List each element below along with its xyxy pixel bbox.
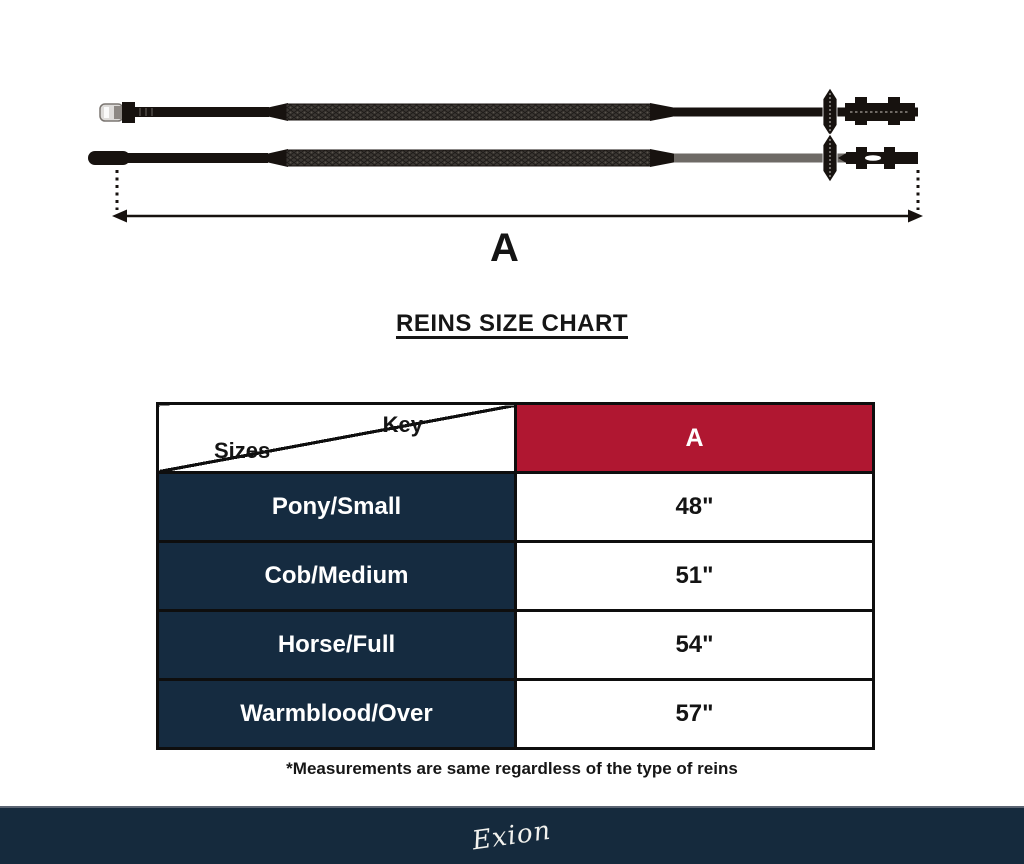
size-label: Warmblood/Over	[156, 678, 517, 750]
size-label: Pony/Small	[156, 471, 517, 543]
rein-stopper	[822, 133, 838, 183]
snap-keeper	[122, 102, 135, 123]
rounded-bit-end	[88, 151, 130, 165]
rein-stopper	[822, 87, 838, 137]
strap-left	[135, 107, 269, 117]
table-row: Horse/Full 54"	[156, 609, 875, 681]
size-label: Cob/Medium	[156, 540, 517, 612]
size-value: 48"	[514, 471, 875, 543]
dimension-arrow	[112, 170, 923, 223]
buckle-keeper	[856, 147, 867, 169]
page-title: REINS SIZE CHART	[395, 310, 628, 337]
rubber-grip-section	[285, 103, 653, 121]
column-header-a: A	[514, 402, 875, 474]
size-label: Horse/Full	[156, 609, 517, 681]
table-row: Warmblood/Over 57"	[156, 678, 875, 750]
footer-bar: Exion	[0, 806, 1024, 864]
corner-key-label: Key	[382, 412, 423, 437]
size-value: 51"	[514, 540, 875, 612]
buckle-slot	[865, 155, 881, 161]
rein-bottom	[88, 133, 918, 183]
rein-top	[99, 87, 918, 137]
reins-illustration	[88, 87, 923, 223]
size-value: 54"	[514, 609, 875, 681]
table-row: Cob/Medium 51"	[156, 540, 875, 612]
corner-sizes-label: Sizes	[214, 438, 271, 463]
size-chart-table: Key Sizes A Pony/Small 48" Cob/Medium 51…	[156, 402, 875, 750]
brand-logo-text: Exion	[470, 815, 554, 857]
rubber-grip-section	[285, 149, 653, 167]
table-row: Pony/Small 48"	[156, 471, 875, 543]
buckle-keeper	[884, 147, 895, 169]
footnote: *Measurements are same regardless of the…	[286, 759, 738, 778]
size-value: 57"	[514, 678, 875, 750]
strap-right	[674, 107, 918, 117]
strap-left	[122, 153, 268, 163]
corner-header-cell: Key Sizes	[156, 402, 517, 474]
header-row: Key Sizes A	[156, 402, 875, 474]
strap-right-gray	[674, 153, 848, 163]
dimension-label: A	[490, 226, 520, 270]
